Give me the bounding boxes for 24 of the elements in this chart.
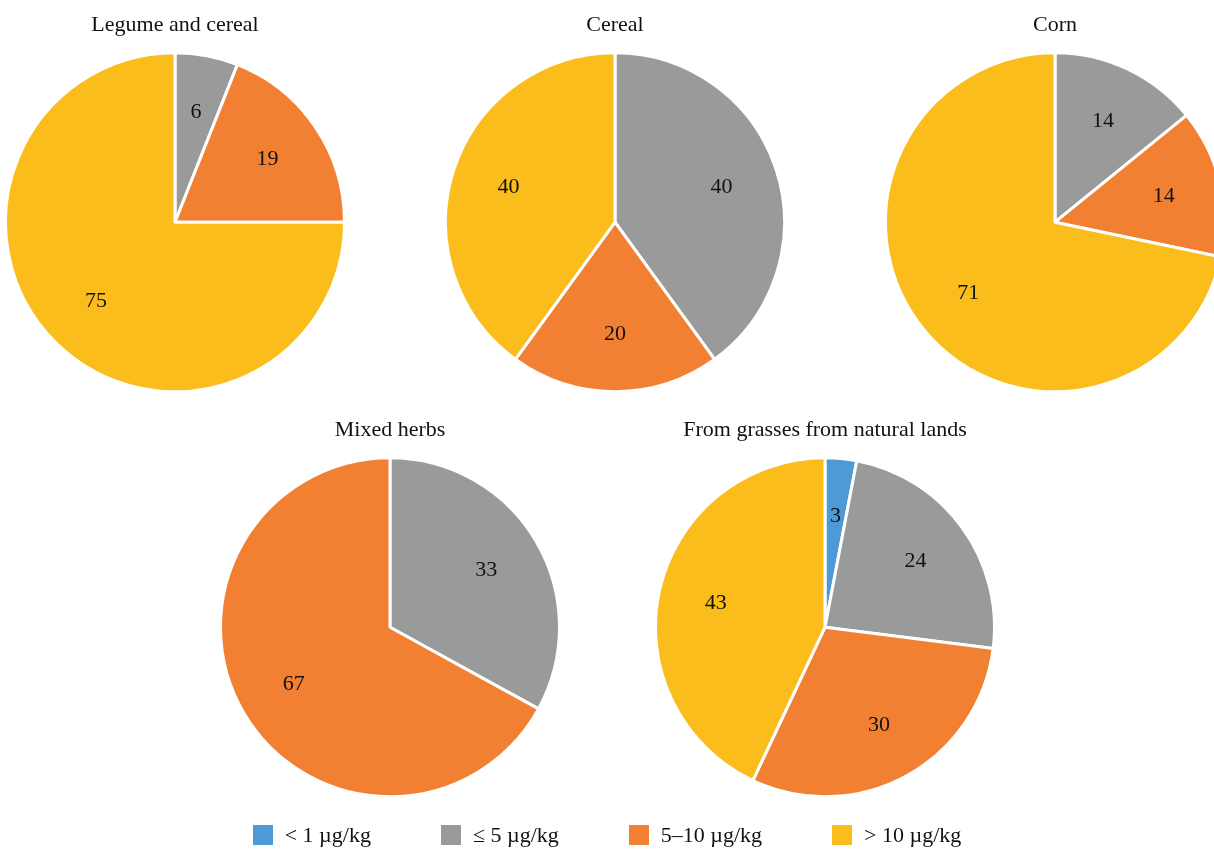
data-label: 14 bbox=[1152, 181, 1175, 207]
chart-title: Cereal bbox=[586, 10, 644, 36]
data-label: 71 bbox=[957, 278, 980, 304]
legend-label: 5–10 µg/kg bbox=[660, 822, 763, 848]
data-label: 19 bbox=[256, 145, 279, 171]
data-label: 33 bbox=[475, 556, 498, 582]
data-label: 30 bbox=[867, 711, 890, 737]
data-label: 14 bbox=[1092, 106, 1115, 132]
chart-title: Mixed herbs bbox=[334, 415, 446, 441]
chart-title: Corn bbox=[1033, 10, 1077, 36]
data-label: 40 bbox=[710, 173, 733, 199]
data-label: 67 bbox=[282, 669, 305, 695]
legend-label: < 1 µg/kg bbox=[284, 822, 371, 848]
legend-label: ≤ 5 µg/kg bbox=[472, 822, 559, 848]
data-label: 43 bbox=[704, 588, 727, 614]
data-label: 75 bbox=[84, 287, 107, 313]
legend-label: > 10 µg/kg bbox=[864, 822, 962, 848]
data-label: 40 bbox=[497, 173, 520, 199]
chart-title: Legume and cereal bbox=[91, 10, 259, 36]
data-label: 3 bbox=[830, 501, 842, 527]
data-label: 20 bbox=[604, 319, 626, 345]
chart-title: From grasses from natural lands bbox=[683, 415, 967, 441]
data-label: 6 bbox=[190, 98, 202, 124]
data-label: 24 bbox=[904, 547, 927, 573]
